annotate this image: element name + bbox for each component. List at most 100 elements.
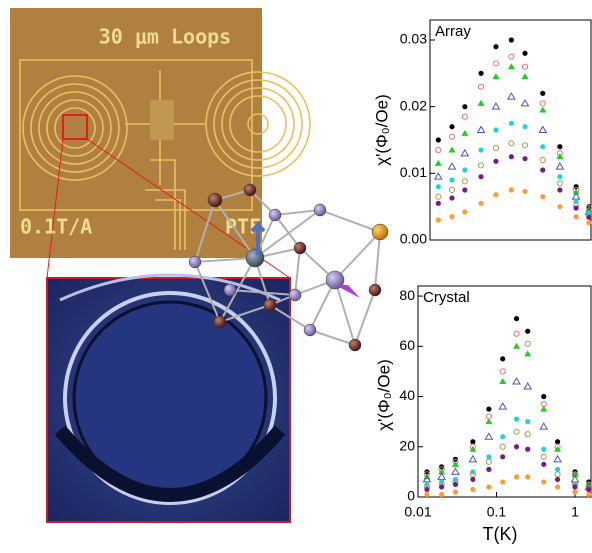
data-point [514,474,519,479]
data-point [500,369,505,374]
y-axis-label: χ'(Φ₀/Oe) [372,94,391,166]
data-point [499,403,506,409]
y-tick-label: 0.03 [400,31,427,47]
data-point [508,63,515,69]
data-point [555,484,560,489]
data-point [555,467,560,472]
magnetic-image [47,275,290,522]
data-point [557,174,562,179]
y-tick-label: 60 [399,337,415,353]
data-point [435,160,442,166]
data-point [522,64,527,69]
data-point [524,383,531,389]
data-point [525,341,530,346]
data-point [555,472,560,477]
data-point [509,187,514,192]
data-point [449,214,454,219]
data-point [435,173,442,179]
data-point [493,192,498,197]
data-point [522,51,527,56]
data-point [586,215,591,220]
x-tick-label: 0.01 [404,504,431,520]
data-point [493,159,498,164]
data-point [556,163,563,169]
data-point [586,492,591,497]
data-point [540,91,545,96]
data-point [493,145,498,150]
data-point [513,378,520,384]
data-point [436,137,441,142]
data-point [449,187,454,192]
data-point [586,487,591,492]
data-point [478,163,483,168]
x-tick-label: 0.1 [487,504,507,520]
data-point [541,479,546,484]
y-tick-label: 0.00 [400,231,427,247]
data-point [554,456,561,462]
data-point [557,204,562,209]
data-point [509,154,514,159]
data-point [540,406,547,412]
data-point [541,447,546,452]
data-point [541,462,546,467]
data-point [573,205,578,210]
annotation: Crystal [423,289,470,306]
y-tick-label: 0.02 [400,97,427,113]
data-point [522,100,529,106]
data-point [486,467,491,472]
data-point [462,114,467,119]
data-point [470,439,475,444]
data-point [449,134,454,139]
data-point [436,147,441,152]
data-point [469,456,476,462]
data-point [478,127,485,133]
data-point [539,107,546,113]
data-point [522,124,527,129]
figure: 30 μm Loops 0.1T/A PTF 0.000.010.020.03A… [0,0,592,548]
data-point [572,489,577,494]
y-axis-label: χ'(Φ₀/Oe) [374,359,393,431]
data-point [500,444,505,449]
y-tick-label: 0 [407,488,415,504]
y-tick-label: 80 [399,287,415,303]
data-point [522,156,527,161]
data-point [424,487,429,492]
data-point [449,124,454,129]
data-point [448,147,455,153]
data-point [509,141,514,146]
data-point [540,144,545,149]
data-point [493,61,498,66]
annotation: Array [435,23,471,40]
data-point [541,454,546,459]
data-point [486,484,491,489]
data-point [449,195,454,200]
data-point [485,418,492,424]
data-point [462,179,467,184]
data-point [462,104,467,109]
data-point [540,101,545,106]
data-point [514,417,519,422]
data-point [573,214,578,219]
data-point [572,484,577,489]
data-point [557,187,562,192]
data-point [514,444,519,449]
data-point [493,44,498,49]
data-point [453,482,458,487]
data-point [436,194,441,199]
data-point [478,71,483,76]
data-point [462,209,467,214]
data-point [449,177,454,182]
data-point [478,84,483,89]
data-point [514,429,519,434]
data-point [462,167,467,172]
data-point [525,329,530,334]
data-point [522,73,529,79]
data-point [540,157,545,162]
data-point [557,144,562,149]
data-point [525,474,530,479]
data-point [509,54,514,59]
data-point [493,127,498,132]
data-point [486,459,491,464]
data-point [514,316,519,321]
data-point [540,167,545,172]
